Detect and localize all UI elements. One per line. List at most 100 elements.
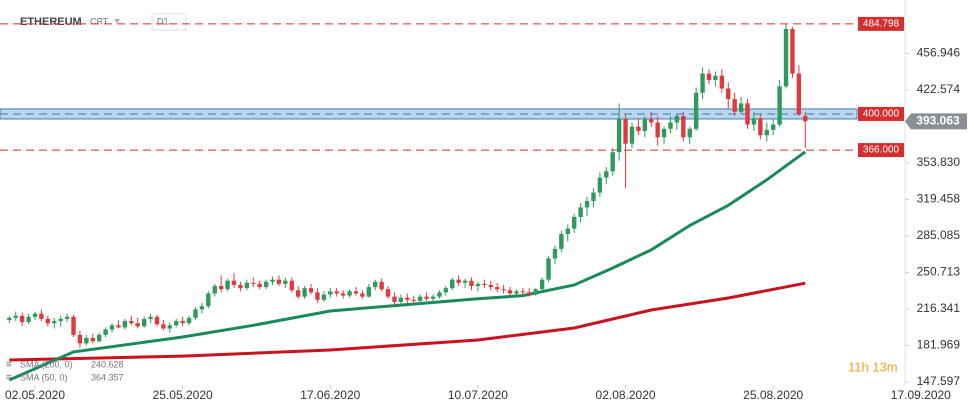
candle-body (604, 171, 609, 178)
level-label-box (858, 106, 904, 121)
candle-body (276, 279, 282, 284)
candle-body (783, 28, 789, 87)
candle-body (308, 288, 314, 293)
level-label: 366.000 (863, 145, 900, 156)
candle-body (520, 291, 526, 293)
candle-body (167, 325, 173, 329)
candle-body (385, 289, 391, 297)
candle-body (135, 323, 140, 327)
candle-body (347, 291, 352, 296)
y-tick-label: 216.341 (917, 301, 961, 315)
level-label: 484.798 (863, 19, 900, 30)
candle-body (7, 317, 12, 321)
candle-body (507, 290, 513, 294)
sma-line (9, 281, 806, 362)
candle-body (257, 283, 262, 288)
candle-body (360, 293, 365, 297)
candle-body (154, 316, 160, 325)
candle-body (777, 86, 782, 125)
y-tick-label: 319.458 (917, 192, 961, 206)
candle-body (674, 116, 680, 123)
candle-body (398, 297, 404, 302)
candle-body (302, 288, 307, 297)
candle-body (405, 297, 410, 300)
candle-body (424, 296, 429, 299)
candle-body (26, 316, 31, 323)
x-tick-label: 17.09.2020 (891, 388, 951, 402)
legend-name: SMA (200, 0) (20, 359, 73, 369)
candle-body (450, 279, 455, 289)
candle-body (411, 299, 416, 301)
y-tick-label: 456.946 (917, 46, 961, 60)
x-tick-label: 25.05.2020 (153, 388, 213, 402)
x-tick-label: 17.06.2020 (300, 388, 360, 402)
candle-body (45, 318, 51, 324)
candle-body (623, 119, 628, 144)
candle-body (366, 287, 371, 297)
candle-body (700, 73, 705, 93)
timeframe-box[interactable] (151, 13, 187, 31)
candle-body (706, 73, 712, 80)
current-price: 393.063 (916, 113, 960, 127)
candle-body (225, 280, 230, 290)
candle-body (745, 103, 750, 125)
candle-body (501, 289, 506, 291)
candle-body (796, 73, 802, 114)
candle-body (482, 283, 487, 285)
candle-body (52, 321, 57, 324)
candle-body (803, 116, 808, 122)
candle-body (693, 92, 699, 129)
candle-body (244, 282, 250, 289)
y-tick-label: 422.574 (917, 82, 961, 96)
candle-body (552, 248, 558, 259)
candle-body (629, 126, 635, 144)
candle-body (462, 280, 468, 283)
y-tick-label: 353.830 (917, 155, 961, 169)
candle-body (251, 282, 256, 284)
candle-body (13, 315, 18, 318)
x-tick-label: 02.08.2020 (596, 388, 656, 402)
candle-body (687, 128, 692, 138)
candle-body (90, 338, 95, 342)
candle-body (174, 321, 179, 326)
sma-line (8, 150, 807, 382)
candle-body (726, 88, 731, 100)
candle-body (610, 152, 615, 172)
timer: 11h 13m (848, 359, 898, 374)
x-tick-label: 02.05.2020 (5, 388, 65, 402)
candle-body (315, 292, 320, 300)
candle-body (758, 118, 763, 136)
candle-body (231, 280, 237, 285)
timeframe[interactable]: D1 (157, 16, 169, 26)
candle-body (591, 192, 596, 202)
candle-body (578, 207, 583, 217)
legend-icon: ≡ (6, 373, 12, 384)
level-zone (0, 108, 858, 120)
candle-body (32, 313, 38, 317)
candle-body (527, 292, 532, 295)
legend-value: 240.628 (91, 359, 124, 369)
candle-body (751, 118, 757, 125)
y-tick-label: 147.597 (917, 374, 961, 388)
badge[interactable]: CRT (90, 16, 109, 26)
candle-body (212, 286, 217, 294)
candle-body (533, 289, 538, 295)
candle-body (263, 281, 269, 288)
dropdown-arrow[interactable] (114, 19, 120, 23)
candle-body (469, 280, 474, 287)
candle-body (790, 28, 795, 74)
candle-body (328, 291, 333, 295)
candle-body (649, 119, 654, 123)
candle-body (19, 315, 25, 323)
candle-body (64, 316, 70, 319)
candle-body (141, 318, 147, 327)
legend-value: 364.357 (91, 372, 124, 382)
candle-body (122, 321, 128, 328)
candle-body (546, 258, 551, 280)
candle-body (334, 291, 339, 294)
candle-body (661, 128, 667, 138)
price-label-box (905, 113, 967, 130)
candle-body (218, 286, 224, 290)
candle-body (430, 296, 436, 299)
x-tick-label: 25.08.2020 (743, 388, 803, 402)
